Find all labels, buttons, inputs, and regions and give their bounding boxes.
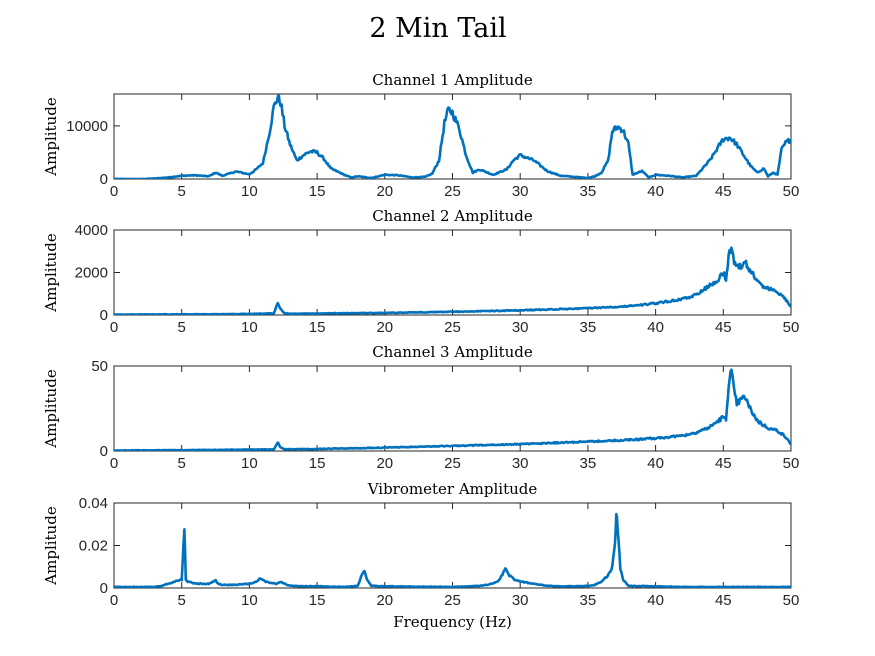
x-tick-label: 35: [580, 455, 597, 472]
x-tick-label: 10: [241, 319, 258, 336]
axes-box: [113, 365, 792, 452]
x-tick-label: 15: [309, 319, 326, 336]
x-tick-label: 50: [783, 183, 800, 200]
x-tick-label: 15: [309, 455, 326, 472]
y-tick-label: 10000: [66, 118, 108, 135]
subplot-2: Channel 2 Amplitude 0 5 10 15 20 25 30 35 40 45 50 0…: [42, 207, 799, 336]
x-tick-label: 0: [110, 455, 118, 472]
x-tick-label: 25: [444, 455, 461, 472]
x-tick-label: 15: [309, 183, 326, 200]
x-tick-label: 5: [178, 592, 186, 609]
x-tick-label: 20: [376, 319, 393, 336]
y-tick-label: 4000: [75, 222, 108, 239]
x-tick-label: 30: [512, 183, 529, 200]
x-tick-label: 5: [178, 319, 186, 336]
y-axis-label: Amplitude: [42, 369, 60, 449]
y-tick-label: 50: [91, 358, 108, 375]
x-tick-label: 10: [241, 183, 258, 200]
subplot-1: Channel 1 Amplitude 0 5 10 15 20 25 30 35 40 45 50 0…: [42, 71, 799, 200]
y-tick-label: 0: [100, 307, 108, 324]
y-axis-label: Amplitude: [42, 97, 60, 177]
x-tick-label: 45: [715, 183, 732, 200]
x-tick-label: 10: [241, 455, 258, 472]
x-tick-label: 40: [647, 592, 664, 609]
x-tick-label: 40: [647, 455, 664, 472]
x-tick-label: 5: [178, 183, 186, 200]
y-axis-label: Amplitude: [42, 233, 60, 313]
x-tick-label: 50: [783, 455, 800, 472]
subplot-title: Channel 3 Amplitude: [372, 343, 533, 361]
x-tick-label: 40: [647, 319, 664, 336]
axes-box: [113, 502, 792, 589]
x-axis-label: Frequency (Hz): [393, 613, 512, 631]
subplot-title: Channel 1 Amplitude: [372, 71, 533, 89]
x-tick-label: 35: [580, 183, 597, 200]
x-tick-label: 40: [647, 183, 664, 200]
x-tick-label: 45: [715, 319, 732, 336]
figure-title: 2 Min Tail: [369, 13, 506, 44]
x-tick-label: 10: [241, 592, 258, 609]
y-axis-label: Amplitude: [42, 506, 60, 586]
x-tick-label: 20: [376, 592, 393, 609]
x-tick-label: 45: [715, 592, 732, 609]
x-tick-label: 45: [715, 455, 732, 472]
x-tick-label: 0: [110, 183, 118, 200]
x-tick-label: 25: [444, 183, 461, 200]
x-tick-label: 30: [512, 455, 529, 472]
subplot-title: Vibrometer Amplitude: [367, 480, 538, 498]
subplot-4: Vibrometer Amplitude 0 5 10 15 20 25 30 35 40 45 50…: [42, 480, 799, 631]
x-tick-label: 30: [512, 592, 529, 609]
x-tick-label: 50: [783, 592, 800, 609]
x-tick-label: 15: [309, 592, 326, 609]
x-tick-label: 35: [580, 319, 597, 336]
y-tick-label: 0.02: [79, 538, 108, 555]
x-tick-label: 35: [580, 592, 597, 609]
x-tick-label: 5: [178, 455, 186, 472]
y-tick-label: 0: [100, 171, 108, 188]
y-tick-label: 0: [100, 443, 108, 460]
y-tick-label: 2000: [75, 265, 108, 282]
series-line: [114, 246, 791, 315]
x-tick-label: 25: [444, 592, 461, 609]
x-tick-label: 25: [444, 319, 461, 336]
series-line: [114, 368, 791, 451]
y-tick-label: 0: [100, 580, 108, 597]
y-tick-label: 0.04: [79, 495, 108, 512]
subplot-3: Channel 3 Amplitude 0 5 10 15 20 25 30 35 40 45 50 0…: [42, 343, 799, 472]
x-tick-label: 0: [110, 319, 118, 336]
subplot-title: Channel 2 Amplitude: [372, 207, 533, 225]
x-tick-label: 30: [512, 319, 529, 336]
x-tick-label: 50: [783, 319, 800, 336]
axes-box: [113, 93, 792, 180]
x-tick-label: 0: [110, 592, 118, 609]
x-tick-label: 20: [376, 183, 393, 200]
x-tick-label: 20: [376, 455, 393, 472]
axes-box: [113, 229, 792, 316]
series-line: [114, 94, 791, 179]
series-line: [114, 512, 791, 588]
